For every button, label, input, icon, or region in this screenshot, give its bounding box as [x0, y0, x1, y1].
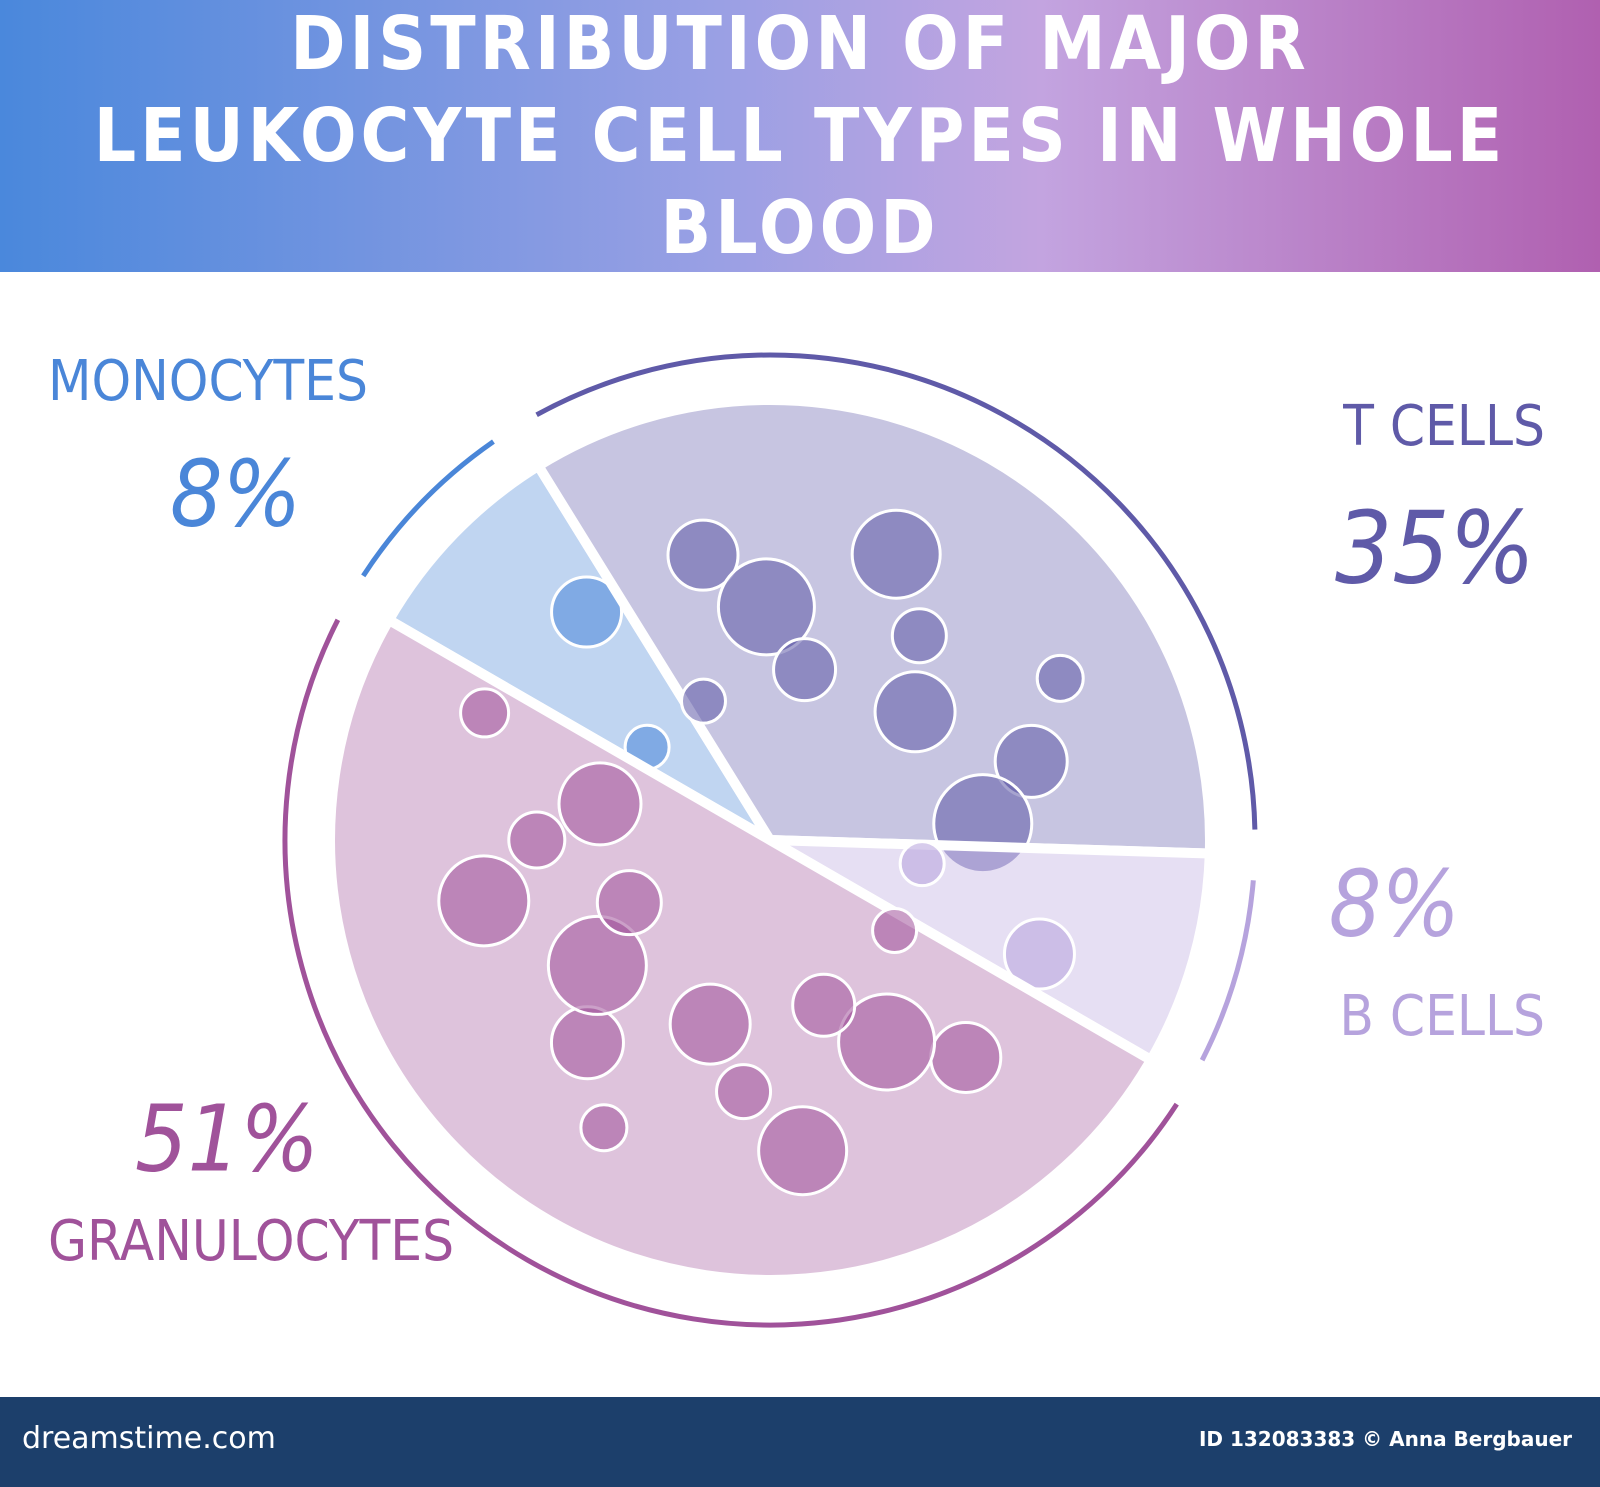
footer: dreamstime.com ID 132083383 © Anna Bergb…: [0, 1397, 1600, 1487]
cell-decoration: [757, 1105, 849, 1197]
cell-decoration: [871, 907, 919, 955]
cell-decoration: [791, 972, 857, 1038]
cell-decoration: [873, 670, 957, 754]
cell-decoration: [579, 1103, 629, 1153]
cell-decoration: [929, 1020, 1003, 1094]
bracket-arc: [282, 618, 1179, 1328]
cell-decoration: [850, 508, 942, 600]
cell-decoration: [890, 607, 948, 665]
bracket-arc: [535, 352, 1258, 830]
cell-decoration: [459, 687, 511, 739]
cell-decoration: [898, 840, 946, 888]
cell-decoration: [557, 761, 643, 847]
category-label: MONOCYTES: [48, 349, 368, 414]
cell-decoration: [715, 1063, 773, 1121]
cell-decoration: [666, 518, 740, 592]
cell-decoration: [546, 914, 648, 1016]
bracket-arc: [1199, 880, 1256, 1062]
cell-decoration: [993, 723, 1069, 799]
category-label: GRANULOCYTES: [48, 1209, 454, 1274]
footer-credit: ID 132083383 © Anna Bergbauer: [1198, 1427, 1572, 1451]
cell-decoration: [716, 557, 816, 657]
value-label: 35%: [1335, 489, 1535, 606]
cell-decoration: [1002, 917, 1076, 991]
value-label: 8%: [1329, 850, 1460, 957]
cell-decoration: [1035, 653, 1085, 703]
cell-decoration: [507, 810, 567, 870]
chart: MONOCYTES 8% T CELLS 35% B CELLS 8% GRANULOCYT…: [48, 349, 1545, 1328]
cell-decoration: [549, 1005, 625, 1081]
cell-decoration: [550, 575, 624, 649]
cell-decoration: [595, 869, 663, 937]
value-label: 51%: [135, 1085, 319, 1192]
pie-slice: [767, 835, 1215, 1067]
pie-slice: [382, 459, 775, 845]
pie-slice: [325, 613, 1158, 1285]
cell-decoration: [437, 854, 531, 948]
cell-decoration: [772, 637, 838, 703]
header: DISTRIBUTION OF MAJOR LEUKOCYTE CELL TYP…: [0, 0, 1600, 272]
footer-site: dreamstime.com: [22, 1421, 276, 1456]
cell-decoration: [837, 992, 937, 1092]
category-label: B CELLS: [1339, 984, 1545, 1049]
bracket-arc: [361, 439, 495, 578]
cell-decoration: [668, 982, 752, 1066]
category-label: T CELLS: [1342, 394, 1545, 459]
cell-decoration: [679, 677, 727, 725]
value-label: 8%: [170, 440, 301, 547]
chart-title: DISTRIBUTION OF MAJOR LEUKOCYTE CELL TYP…: [93, 1, 1507, 271]
